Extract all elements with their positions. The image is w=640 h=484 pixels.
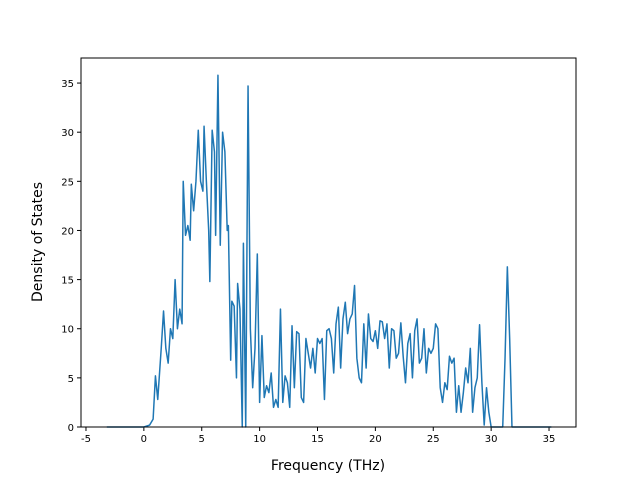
plot-frame bbox=[80, 57, 577, 428]
y-tick-label: 20 bbox=[61, 226, 74, 237]
x-tick-label: -5 bbox=[81, 434, 91, 445]
y-tick-label: 35 bbox=[61, 79, 74, 90]
dos-line bbox=[106, 74, 552, 428]
x-tick-label: 10 bbox=[253, 434, 266, 445]
y-axis-label: Density of States bbox=[30, 182, 46, 302]
x-tick-label: 15 bbox=[311, 434, 324, 445]
y-tick-label: 25 bbox=[61, 177, 74, 188]
y-tick-label: 30 bbox=[61, 128, 74, 139]
y-tick-label: 0 bbox=[68, 423, 74, 434]
x-axis-label: Frequency (THz) bbox=[271, 458, 385, 474]
y-tick-label: 10 bbox=[61, 325, 74, 336]
y-tick-label: 15 bbox=[61, 276, 74, 287]
y-tick-label: 5 bbox=[68, 374, 74, 385]
x-tick-label: 5 bbox=[199, 434, 205, 445]
x-tick-label: 0 bbox=[141, 434, 147, 445]
x-tick-label: 35 bbox=[543, 434, 556, 445]
x-tick-label: 20 bbox=[369, 434, 382, 445]
x-tick-label: 25 bbox=[427, 434, 440, 445]
x-tick-label: 30 bbox=[485, 434, 498, 445]
